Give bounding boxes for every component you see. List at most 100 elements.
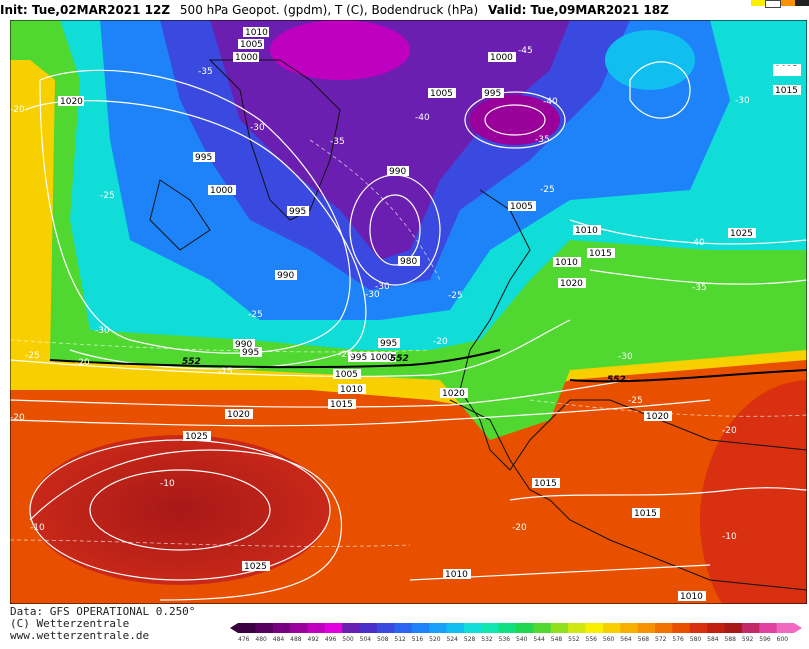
legend-swatch: [776, 623, 795, 633]
height-label: 552: [607, 375, 626, 385]
legend-tick-label: 500: [342, 636, 354, 643]
legend-swatch: [481, 623, 500, 633]
isobar-label: 995: [484, 89, 501, 99]
temp-label: -20: [10, 105, 25, 115]
legend-tick-label: 476: [238, 636, 250, 643]
legend-swatch: [307, 623, 326, 633]
isobar-label: 995: [350, 353, 367, 363]
legend-arrow-right: [794, 623, 802, 633]
isobar-label: 990: [389, 167, 406, 177]
legend-swatch: [516, 623, 534, 633]
contour-552: [49, 349, 807, 383]
legend-swatch: [394, 623, 413, 633]
temp-label: -10: [160, 479, 175, 489]
temp-label: -25: [248, 310, 263, 320]
isobar-label: 1005: [430, 89, 453, 99]
legend-swatch: [324, 623, 343, 633]
legend-tick-label: 576: [672, 636, 684, 643]
website-link[interactable]: www.wetterzentrale.de: [10, 629, 150, 642]
legend-tick-label: 544: [533, 636, 545, 643]
legend-swatch: [255, 623, 274, 633]
isobar-label: 1025: [244, 562, 267, 572]
isobar-label: 1025: [730, 229, 753, 239]
east-warm-core: [700, 380, 807, 604]
legend-tick-label: 536: [498, 636, 511, 643]
temp-label: -30: [365, 290, 380, 300]
legend-swatch: [411, 623, 430, 633]
isobar-label: 1020: [560, 279, 583, 289]
temp-label: -40: [690, 238, 705, 248]
temp-label: -20: [433, 337, 448, 347]
isobar-label: 1005: [510, 202, 533, 212]
isobar-label: 980: [400, 257, 417, 267]
isobar-label: 1010: [575, 226, 598, 236]
legend-tick-label: 524: [446, 636, 458, 643]
temp-label: -20: [10, 413, 25, 423]
temperature-isotherms: [10, 139, 807, 547]
purple-band: [210, 20, 570, 260]
legend-tick-label: 484: [272, 636, 285, 643]
temp-label: -25: [628, 396, 643, 406]
europe-coastline: [459, 189, 807, 471]
temp-label: -30: [735, 96, 750, 106]
legend-tick-label: 552: [568, 636, 580, 643]
legend-swatch: [446, 623, 465, 633]
product-title: 500 hPa Geopot. (gpdm), T (C), Bodendruc…: [179, 3, 479, 17]
temp-label: -30: [95, 326, 110, 336]
isobar-label: 1005: [335, 370, 358, 380]
legend-swatch: [272, 623, 291, 633]
isobar-label: 1000: [210, 186, 233, 196]
weather-map: 1010 1005 1000 1020 995 1000 995 1005 99…: [10, 20, 807, 604]
temperature-labels: -35 -30 -45 -40 -20 -25 -35 -40 -35 -30 …: [10, 46, 750, 542]
legend-swatch: [377, 623, 395, 633]
temp-label: -30: [618, 352, 633, 362]
legend-swatch: [238, 623, 256, 633]
temp-label: -15: [218, 367, 233, 377]
legend-tick-label: 556: [585, 636, 597, 643]
isobar-label: 995: [242, 348, 259, 358]
isobar-label: 1015: [534, 479, 557, 489]
isobar-label: 1020: [442, 389, 465, 399]
legend-tick-label: 520: [429, 636, 441, 643]
legend-swatch: [637, 623, 656, 633]
temp-label: -35: [692, 283, 707, 293]
height-label: 552: [390, 354, 409, 364]
legend-tick-label: 488: [290, 636, 302, 643]
data-source-text: Data: GFS OPERATIONAL 0.250°: [10, 605, 196, 618]
temp-label: -45: [518, 46, 533, 56]
legend-swatch: [724, 623, 743, 633]
temp-label: -20: [512, 523, 527, 533]
isobar-label: 1020: [227, 410, 250, 420]
light-blue-patch: [605, 30, 695, 90]
legend-tick-label: 504: [359, 636, 372, 643]
temp-label: -20: [338, 350, 353, 360]
legend-tick-label: 560: [602, 636, 615, 643]
temp-label: -20: [75, 358, 90, 368]
legend-swatch: [602, 623, 621, 633]
temp-label: -10: [30, 523, 45, 533]
legend-tick-label: 548: [550, 636, 563, 643]
isobar-label: 1020: [60, 97, 83, 107]
isobar-label: 1015: [589, 249, 612, 259]
high-pressure-core: [30, 435, 330, 585]
temp-label: -35: [198, 67, 213, 77]
isobar-labels: 1010 1005 1000 1020 995 1000 995 1005 99…: [58, 27, 801, 602]
legend-swatch: [429, 623, 447, 633]
legend-tick-label: 540: [516, 636, 528, 643]
legend-swatch: [533, 623, 552, 633]
isobar-label: 1005: [240, 40, 263, 50]
isobar-label: 1010: [680, 592, 703, 602]
temp-label: -25: [100, 191, 115, 201]
legend-swatch: [568, 623, 586, 633]
legend-tick-label: 564: [620, 636, 632, 643]
copyright-text: (C) Wetterzentrale: [10, 617, 130, 630]
isobar-label: 1015: [330, 400, 353, 410]
legend-swatch: [620, 623, 639, 633]
legend-tick-label: 496: [324, 636, 337, 643]
legend-tick-label: 588: [724, 636, 736, 643]
isobar-label: 1000: [370, 353, 393, 363]
low-center-north: [470, 95, 560, 145]
legend-swatch: [550, 623, 569, 633]
legend-swatch: [707, 623, 725, 633]
legend-tick-label: 580: [689, 636, 702, 643]
